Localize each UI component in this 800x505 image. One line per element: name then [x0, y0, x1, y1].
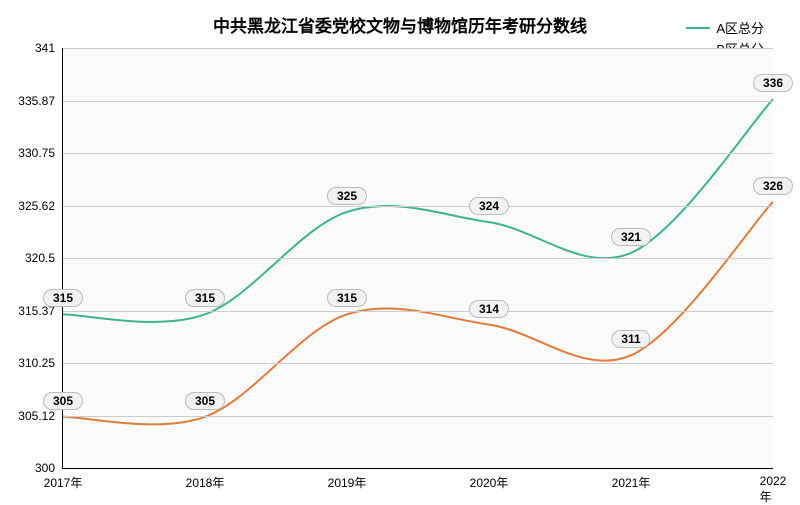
- data-label: 315: [327, 289, 367, 307]
- y-tick-label: 310.25: [18, 356, 63, 370]
- y-tick-label: 341: [35, 41, 63, 55]
- x-tick-label: 2021年: [612, 468, 651, 491]
- grid-line: [63, 416, 773, 417]
- grid-line: [63, 206, 773, 207]
- data-label: 324: [469, 197, 509, 215]
- chart-container: 中共黑龙江省委党校文物与博物馆历年考研分数线 A区总分 B区总分 300305.…: [0, 0, 800, 500]
- grid-line: [63, 153, 773, 154]
- x-tick-label: 2018年: [186, 468, 225, 491]
- data-label: 311: [611, 330, 650, 348]
- grid-line: [63, 101, 773, 102]
- data-label: 325: [327, 187, 367, 205]
- x-tick-label: 2022年: [760, 468, 787, 505]
- data-label: 315: [185, 289, 225, 307]
- grid-line: [63, 48, 773, 49]
- plot-area: 300305.12310.25315.37320.5325.62330.7533…: [62, 48, 773, 469]
- x-tick-label: 2020年: [470, 468, 509, 491]
- y-tick-label: 320.5: [25, 251, 63, 265]
- grid-line: [63, 258, 773, 259]
- data-label: 305: [185, 392, 225, 410]
- y-tick-label: 330.75: [18, 146, 63, 160]
- data-label: 336: [753, 74, 793, 92]
- grid-line: [63, 311, 773, 312]
- data-label: 315: [43, 289, 83, 307]
- grid-line: [63, 363, 773, 364]
- x-tick-label: 2019年: [328, 468, 367, 491]
- y-tick-label: 305.12: [18, 409, 63, 423]
- data-label: 314: [469, 300, 509, 318]
- y-tick-label: 335.87: [18, 94, 63, 108]
- legend-item-a: A区总分: [686, 18, 764, 37]
- x-tick-label: 2017年: [44, 468, 83, 491]
- chart-title: 中共黑龙江省委党校文物与博物馆历年考研分数线: [213, 12, 587, 37]
- data-label: 326: [753, 177, 793, 195]
- data-label: 321: [611, 228, 651, 246]
- series-line: [63, 202, 773, 425]
- legend-swatch-a: [686, 27, 710, 29]
- y-tick-label: 325.62: [18, 199, 63, 213]
- data-label: 305: [43, 392, 83, 410]
- series-line: [63, 99, 773, 322]
- legend-label-a: A区总分: [716, 18, 764, 37]
